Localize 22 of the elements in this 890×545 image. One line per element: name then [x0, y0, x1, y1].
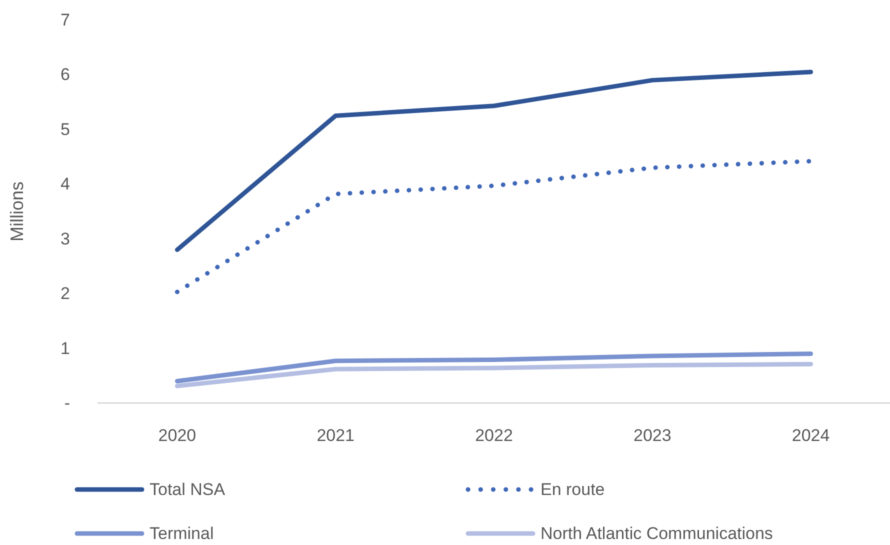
x-tick-label: 2024	[792, 426, 830, 445]
y-tick-label: 5	[60, 120, 70, 139]
legend-label: North Atlantic Communications	[540, 524, 773, 543]
line-series	[174, 158, 814, 294]
y-tick-label: -	[64, 394, 70, 412]
y-tick-label: 3	[60, 229, 70, 248]
y-tick-label: 6	[60, 65, 70, 84]
line-series	[174, 362, 814, 388]
legend-label: En route	[540, 480, 605, 499]
x-tick-label: 2023	[633, 426, 672, 445]
y-axis-title: Millions	[7, 181, 27, 242]
x-tick-label: 2021	[316, 426, 355, 445]
line-series	[174, 352, 814, 384]
y-tick-label: 2	[60, 284, 70, 304]
line-series	[174, 70, 814, 252]
y-tick-label: 1	[60, 338, 70, 358]
y-tick-label: 4	[60, 174, 70, 194]
x-tick-label: 2020	[158, 426, 196, 445]
legend-label: Total NSA	[150, 480, 226, 499]
y-tick-label: 7	[60, 10, 70, 30]
x-tick-label: 2022	[475, 426, 513, 445]
legend-label: Terminal	[150, 524, 214, 543]
